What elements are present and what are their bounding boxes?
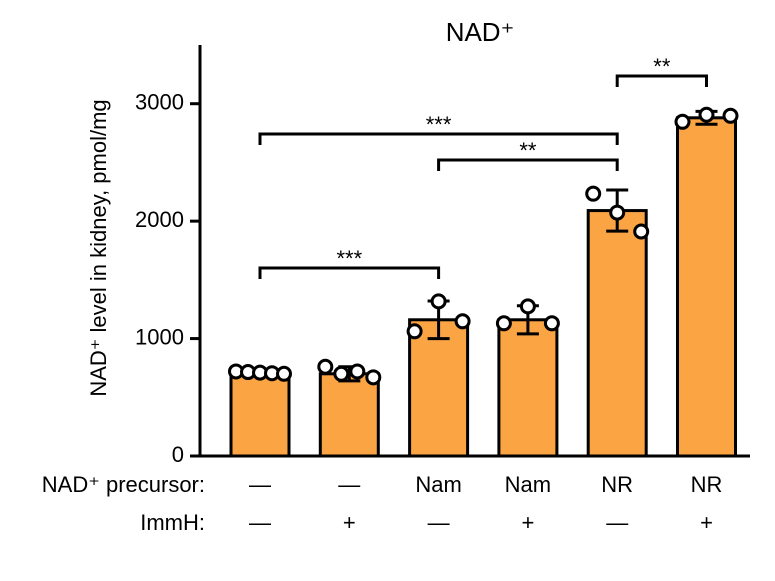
y-tick-label: 1000 [135, 324, 184, 349]
bar [318, 372, 380, 458]
data-point [519, 298, 536, 315]
significance-label: ** [653, 54, 671, 79]
data-point [317, 358, 334, 375]
row-cell: — [606, 510, 628, 535]
significance-bracket [437, 158, 619, 171]
significance-label: ** [519, 138, 537, 163]
data-point [585, 185, 602, 202]
data-point [454, 313, 471, 330]
row-label: ImmH: [140, 510, 205, 535]
significance-label: *** [426, 112, 452, 137]
data-point [633, 223, 650, 240]
data-point [495, 315, 512, 332]
row-label: NAD⁺ precursor: [42, 472, 205, 497]
row-cell: Nam [505, 472, 551, 497]
row-cell: + [521, 510, 534, 535]
bar [497, 318, 559, 458]
row-cell: — [338, 472, 360, 497]
y-tick-label: 0 [172, 442, 184, 467]
chart-title: NAD⁺ [446, 17, 515, 47]
data-point [406, 323, 423, 340]
significance-bracket [258, 266, 441, 279]
bar [408, 318, 470, 458]
data-point [349, 363, 366, 380]
data-point [674, 113, 691, 130]
y-axis-label: NAD⁺ level in kidney, pmol/mg [86, 99, 111, 396]
data-point [276, 365, 292, 382]
y-tick-label: 2000 [135, 207, 184, 232]
significance-bracket [615, 74, 708, 87]
row-cell: + [700, 510, 713, 535]
data-point [430, 293, 447, 310]
row-cell: Nam [415, 472, 461, 497]
row-cell: — [249, 472, 271, 497]
row-cell: NR [691, 472, 723, 497]
row-cell: — [249, 510, 271, 535]
data-point [543, 315, 560, 332]
significance-bracket [258, 132, 619, 145]
data-point [333, 365, 350, 382]
row-cell: + [343, 510, 356, 535]
bar [676, 116, 737, 458]
bar [229, 371, 291, 458]
row-cell: NR [601, 472, 633, 497]
row-cell: — [428, 510, 450, 535]
data-point [365, 369, 382, 386]
data-point [698, 106, 715, 123]
significance-label: *** [336, 246, 362, 271]
data-point [609, 204, 626, 221]
data-point [722, 107, 739, 124]
bar [586, 209, 648, 458]
y-tick-label: 3000 [135, 90, 184, 115]
